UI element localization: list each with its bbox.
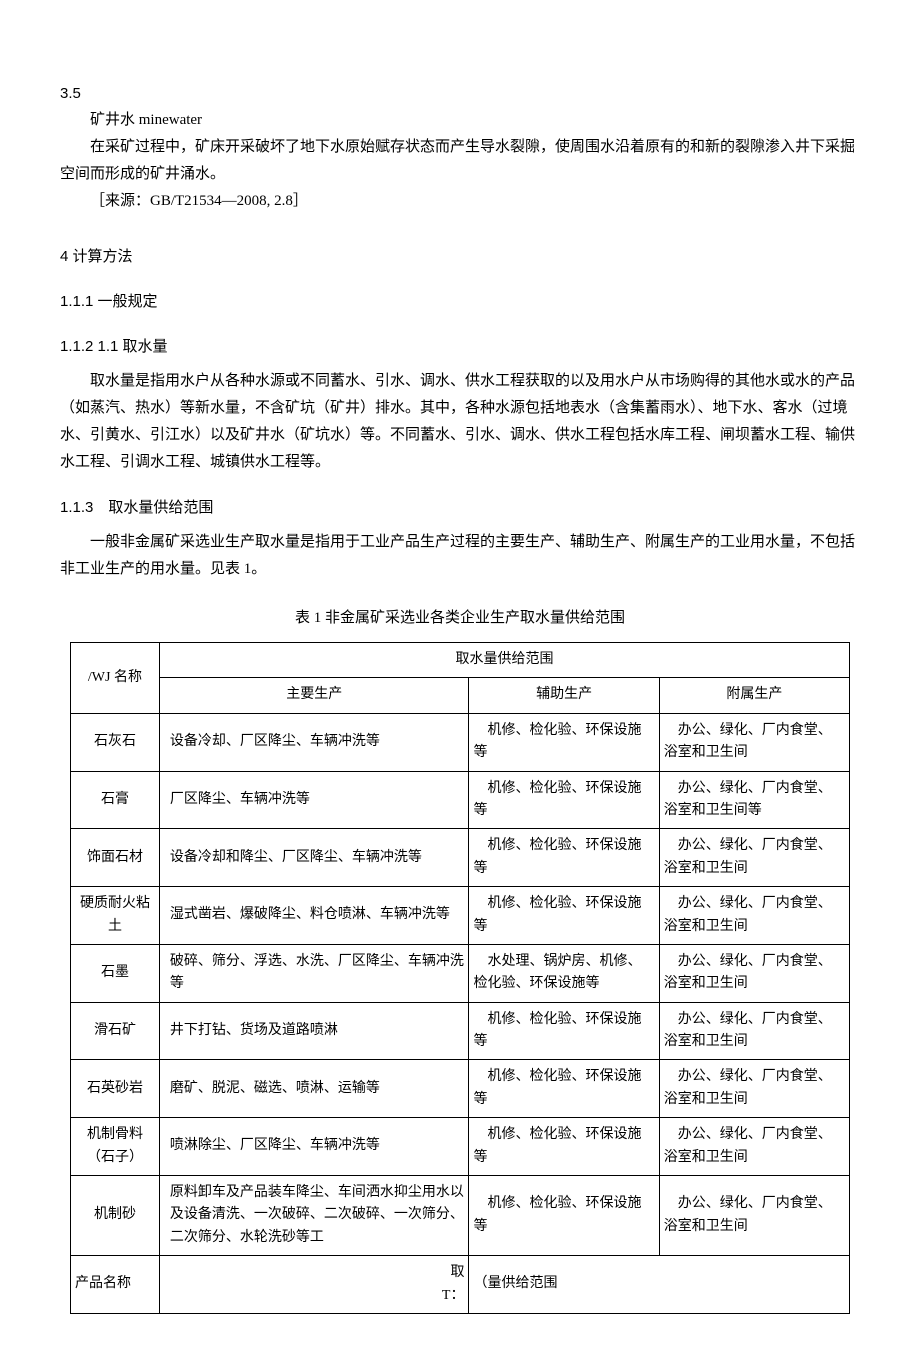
cell-aff: 办公、绿化、厂内食堂、浴室和卫生间 — [659, 829, 849, 887]
section-3-5-number: 3.5 — [60, 80, 860, 107]
cell-footer-left: 产品名称 — [71, 1256, 160, 1314]
table-1: /WJ 名称 取水量供给范围 主要生产 辅助生产 附属生产 石灰石 设备冷却、厂… — [70, 642, 850, 1314]
table-1-caption: 表 1 非金属矿采选业各类企业生产取水量供给范围 — [60, 605, 860, 632]
table-header-row-2: 主要生产 辅助生产 附属生产 — [71, 678, 850, 713]
paragraph-water-intake: 取水量是指用水户从各种水源或不同蓄水、引水、调水、供水工程获取的以及用水户从市场… — [60, 368, 860, 476]
table-row: 机制砂 原料卸车及产品装车降尘、车间洒水抑尘用水以及设备清洗、一次破碎、二次破碎… — [71, 1176, 850, 1256]
cell-aux: 水处理、锅炉房、机修、检化验、环保设施等 — [469, 944, 659, 1002]
heading-1-1-2: 1.1.2 1.1 取水量 — [60, 333, 860, 360]
cell-name: 石墨 — [71, 944, 160, 1002]
heading-4: 4 计算方法 — [60, 243, 860, 270]
table-row: 石灰石 设备冷却、厂区降尘、车辆冲洗等 机修、检化验、环保设施等 办公、绿化、厂… — [71, 713, 850, 771]
cell-main: 设备冷却、厂区降尘、车辆冲洗等 — [159, 713, 469, 771]
cell-name: 机制砂 — [71, 1176, 160, 1256]
th-aux: 辅助生产 — [469, 678, 659, 713]
cell-aff: 办公、绿化、厂内食堂、浴室和卫生间 — [659, 1060, 849, 1118]
cell-name: 硬质耐火粘土 — [71, 887, 160, 945]
cell-aux: 机修、检化验、环保设施等 — [469, 829, 659, 887]
cell-aux: 机修、检化验、环保设施等 — [469, 887, 659, 945]
paragraph-supply-scope: 一般非金属矿采选业生产取水量是指用于工业产品生产过程的主要生产、辅助生产、附属生… — [60, 529, 860, 583]
th-main: 主要生产 — [159, 678, 469, 713]
cell-aux: 机修、检化验、环保设施等 — [469, 1060, 659, 1118]
cell-main: 井下打钻、货场及道路喷淋 — [159, 1002, 469, 1060]
table-row: 石膏 厂区降尘、车辆冲洗等 机修、检化验、环保设施等 办公、绿化、厂内食堂、浴室… — [71, 771, 850, 829]
cell-main: 设备冷却和降尘、厂区降尘、车辆冲洗等 — [159, 829, 469, 887]
table-row: 滑石矿 井下打钻、货场及道路喷淋 机修、检化验、环保设施等 办公、绿化、厂内食堂… — [71, 1002, 850, 1060]
cell-aff: 办公、绿化、厂内食堂、浴室和卫生间 — [659, 713, 849, 771]
cell-aff: 办公、绿化、厂内食堂、浴室和卫生间等 — [659, 771, 849, 829]
cell-name: 滑石矿 — [71, 1002, 160, 1060]
th-scope-span: 取水量供给范围 — [159, 643, 849, 678]
cell-name: 石灰石 — [71, 713, 160, 771]
th-name: /WJ 名称 — [71, 643, 160, 714]
cell-aux: 机修、检化验、环保设施等 — [469, 713, 659, 771]
cell-main: 厂区降尘、车辆冲洗等 — [159, 771, 469, 829]
cell-aff: 办公、绿化、厂内食堂、浴室和卫生间 — [659, 1002, 849, 1060]
definition-minewater: 在采矿过程中，矿床开采破坏了地下水原始赋存状态而产生导水裂隙，使周围水沿着原有的… — [60, 134, 860, 188]
cell-aff: 办公、绿化、厂内食堂、浴室和卫生间 — [659, 887, 849, 945]
cell-name: 机制骨料（石子） — [71, 1118, 160, 1176]
cell-aux: 机修、检化验、环保设施等 — [469, 771, 659, 829]
cell-main: 破碎、筛分、浮选、水洗、厂区降尘、车辆冲洗等 — [159, 944, 469, 1002]
table-row: 石英砂岩 磨矿、脱泥、磁选、喷淋、运输等 机修、检化验、环保设施等 办公、绿化、… — [71, 1060, 850, 1118]
cell-name: 石膏 — [71, 771, 160, 829]
cell-main: 原料卸车及产品装车降尘、车间洒水抑尘用水以及设备清洗、一次破碎、二次破碎、一次筛… — [159, 1176, 469, 1256]
cell-name: 石英砂岩 — [71, 1060, 160, 1118]
cell-aux: 机修、检化验、环保设施等 — [469, 1002, 659, 1060]
cell-footer-mid: 取 T： — [159, 1256, 469, 1314]
heading-1-1-1: 1.1.1 一般规定 — [60, 288, 860, 315]
table-header-row-1: /WJ 名称 取水量供给范围 — [71, 643, 850, 678]
cell-aux: 机修、检化验、环保设施等 — [469, 1118, 659, 1176]
cell-footer-right: （量供给范围 — [469, 1256, 850, 1314]
cell-name: 饰面石材 — [71, 829, 160, 887]
source-minewater: ［来源：GB/T21534—2008, 2.8］ — [60, 188, 860, 215]
cell-aff: 办公、绿化、厂内食堂、浴室和卫生间 — [659, 1118, 849, 1176]
cell-aff: 办公、绿化、厂内食堂、浴室和卫生间 — [659, 944, 849, 1002]
table-row: 机制骨料（石子） 喷淋除尘、厂区降尘、车辆冲洗等 机修、检化验、环保设施等 办公… — [71, 1118, 850, 1176]
cell-aux: 机修、检化验、环保设施等 — [469, 1176, 659, 1256]
term-minewater: 矿井水 minewater — [60, 107, 860, 134]
cell-main: 喷淋除尘、厂区降尘、车辆冲洗等 — [159, 1118, 469, 1176]
table-row: 硬质耐火粘土 湿式凿岩、爆破降尘、料仓喷淋、车辆冲洗等 机修、检化验、环保设施等… — [71, 887, 850, 945]
table-footer-row: 产品名称 取 T： （量供给范围 — [71, 1256, 850, 1314]
th-aff: 附属生产 — [659, 678, 849, 713]
table-row: 饰面石材 设备冷却和降尘、厂区降尘、车辆冲洗等 机修、检化验、环保设施等 办公、… — [71, 829, 850, 887]
cell-main: 湿式凿岩、爆破降尘、料仓喷淋、车辆冲洗等 — [159, 887, 469, 945]
table-row: 石墨 破碎、筛分、浮选、水洗、厂区降尘、车辆冲洗等 水处理、锅炉房、机修、检化验… — [71, 944, 850, 1002]
cell-aff: 办公、绿化、厂内食堂、浴室和卫生间 — [659, 1176, 849, 1256]
cell-main: 磨矿、脱泥、磁选、喷淋、运输等 — [159, 1060, 469, 1118]
heading-1-1-3: 1.1.3 取水量供给范围 — [60, 494, 860, 521]
